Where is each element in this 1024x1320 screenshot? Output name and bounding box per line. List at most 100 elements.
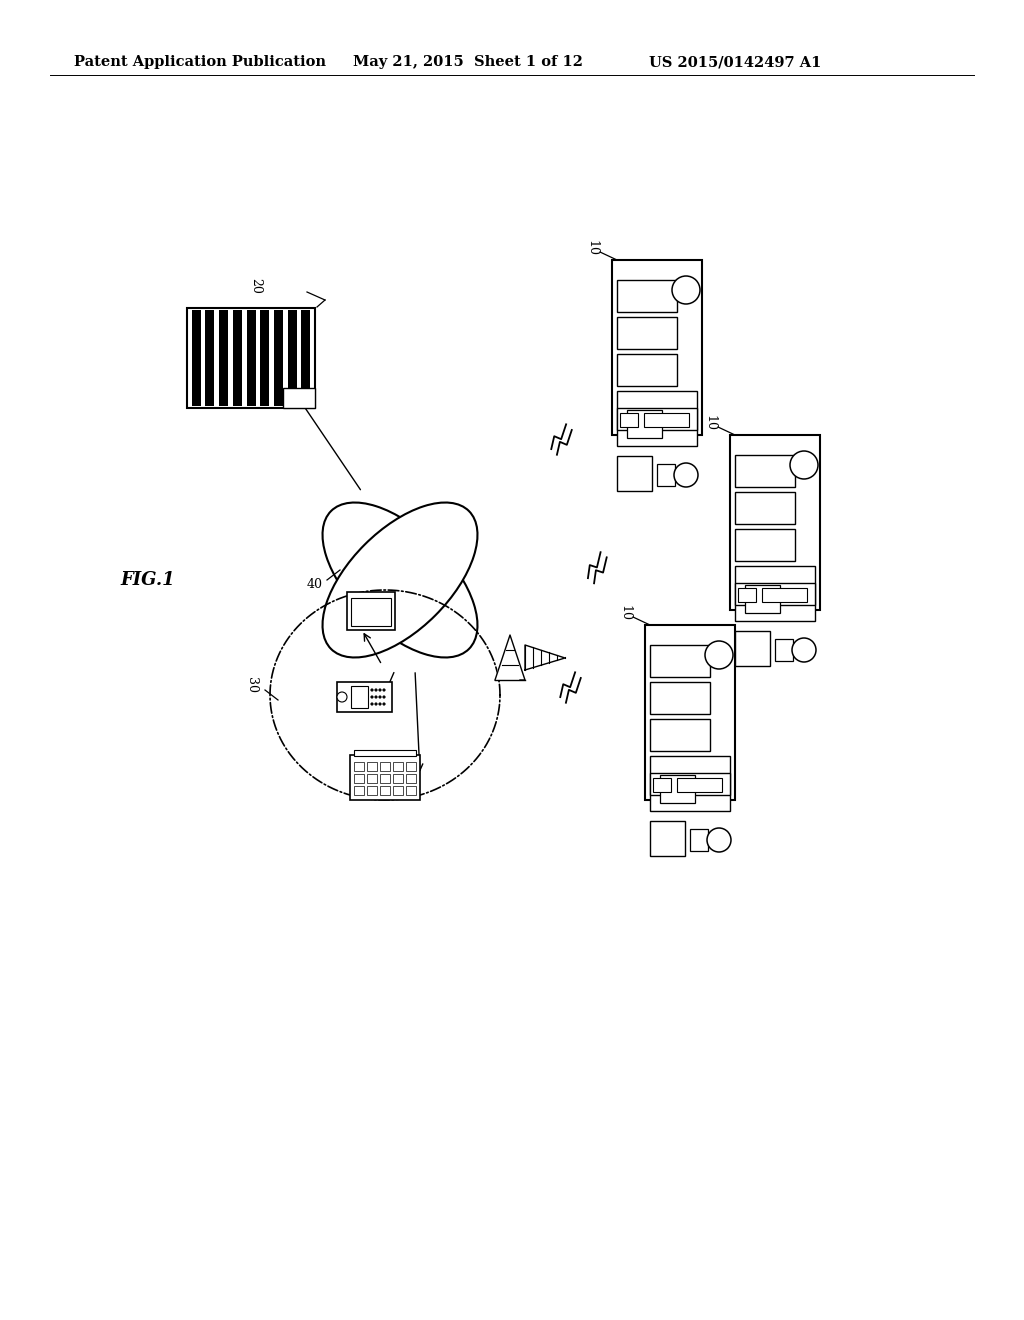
Circle shape bbox=[705, 642, 733, 669]
Text: Patent Application Publication: Patent Application Publication bbox=[74, 55, 326, 69]
Text: 10: 10 bbox=[586, 240, 598, 256]
Bar bbox=[775, 639, 793, 661]
Text: 11: 11 bbox=[679, 470, 693, 480]
Bar bbox=[617, 408, 697, 430]
Circle shape bbox=[790, 451, 818, 479]
Text: FIG.1: FIG.1 bbox=[121, 572, 175, 589]
Bar bbox=[762, 587, 807, 602]
Circle shape bbox=[371, 696, 373, 698]
Bar bbox=[677, 777, 722, 792]
Bar bbox=[301, 310, 310, 407]
Bar bbox=[288, 310, 297, 407]
Circle shape bbox=[379, 696, 381, 698]
Bar bbox=[380, 774, 390, 783]
Bar bbox=[735, 631, 770, 667]
Bar bbox=[206, 310, 214, 407]
Bar bbox=[650, 645, 710, 677]
Bar bbox=[690, 829, 708, 851]
Bar bbox=[354, 750, 416, 756]
Bar bbox=[406, 774, 416, 783]
Bar bbox=[627, 411, 662, 438]
Bar bbox=[657, 465, 675, 486]
Bar bbox=[393, 762, 403, 771]
Bar bbox=[187, 308, 315, 408]
Bar bbox=[617, 280, 677, 312]
Bar bbox=[354, 774, 364, 783]
Circle shape bbox=[672, 276, 700, 304]
Bar bbox=[650, 774, 730, 795]
Bar bbox=[738, 587, 756, 602]
Bar bbox=[337, 682, 392, 711]
Bar bbox=[735, 583, 815, 605]
Bar bbox=[650, 821, 685, 855]
Bar bbox=[347, 591, 395, 630]
Bar bbox=[650, 719, 710, 751]
Bar bbox=[283, 388, 315, 408]
Text: 20: 20 bbox=[250, 279, 262, 294]
Bar bbox=[745, 585, 780, 612]
Circle shape bbox=[371, 689, 373, 692]
Bar bbox=[406, 762, 416, 771]
Bar bbox=[617, 354, 677, 385]
Bar bbox=[273, 310, 283, 407]
Bar bbox=[380, 762, 390, 771]
Bar bbox=[660, 775, 695, 803]
Circle shape bbox=[792, 638, 816, 663]
Polygon shape bbox=[495, 635, 525, 680]
Bar bbox=[617, 455, 652, 491]
Text: 10: 10 bbox=[618, 605, 632, 620]
Circle shape bbox=[371, 702, 373, 705]
Bar bbox=[645, 624, 735, 800]
Text: 30: 30 bbox=[245, 677, 258, 693]
Bar bbox=[612, 260, 702, 436]
Text: 40: 40 bbox=[307, 578, 323, 591]
Bar bbox=[354, 785, 364, 795]
Bar bbox=[644, 413, 689, 426]
Bar bbox=[617, 317, 677, 348]
Bar bbox=[735, 455, 795, 487]
Circle shape bbox=[375, 689, 377, 692]
Bar bbox=[620, 413, 638, 426]
Bar bbox=[367, 762, 377, 771]
Bar bbox=[653, 777, 671, 792]
Bar bbox=[650, 682, 710, 714]
Ellipse shape bbox=[323, 503, 477, 657]
Bar bbox=[380, 785, 390, 795]
Bar bbox=[350, 755, 420, 800]
Text: May 21, 2015  Sheet 1 of 12: May 21, 2015 Sheet 1 of 12 bbox=[353, 55, 584, 69]
Circle shape bbox=[383, 702, 385, 705]
Bar bbox=[260, 310, 269, 407]
Bar bbox=[735, 566, 815, 620]
Bar bbox=[191, 310, 201, 407]
Bar bbox=[406, 785, 416, 795]
Bar bbox=[735, 492, 795, 524]
Bar bbox=[354, 762, 364, 771]
Circle shape bbox=[379, 689, 381, 692]
Circle shape bbox=[707, 828, 731, 851]
Text: 10: 10 bbox=[703, 414, 717, 432]
Bar bbox=[367, 785, 377, 795]
Bar bbox=[730, 436, 820, 610]
Bar bbox=[219, 310, 228, 407]
Bar bbox=[232, 310, 242, 407]
Bar bbox=[351, 598, 391, 626]
Bar bbox=[735, 529, 795, 561]
Circle shape bbox=[383, 696, 385, 698]
Text: 11: 11 bbox=[712, 836, 726, 845]
Bar bbox=[650, 756, 730, 810]
Bar bbox=[351, 686, 368, 708]
Bar bbox=[367, 774, 377, 783]
Bar bbox=[247, 310, 256, 407]
Circle shape bbox=[674, 463, 698, 487]
Bar bbox=[393, 774, 403, 783]
Circle shape bbox=[375, 702, 377, 705]
Bar bbox=[393, 785, 403, 795]
Circle shape bbox=[337, 692, 347, 702]
Circle shape bbox=[383, 689, 385, 692]
Text: 11: 11 bbox=[797, 645, 811, 655]
Circle shape bbox=[375, 696, 377, 698]
Text: US 2015/0142497 A1: US 2015/0142497 A1 bbox=[649, 55, 821, 69]
Bar bbox=[617, 391, 697, 446]
Circle shape bbox=[379, 702, 381, 705]
Ellipse shape bbox=[323, 503, 477, 657]
